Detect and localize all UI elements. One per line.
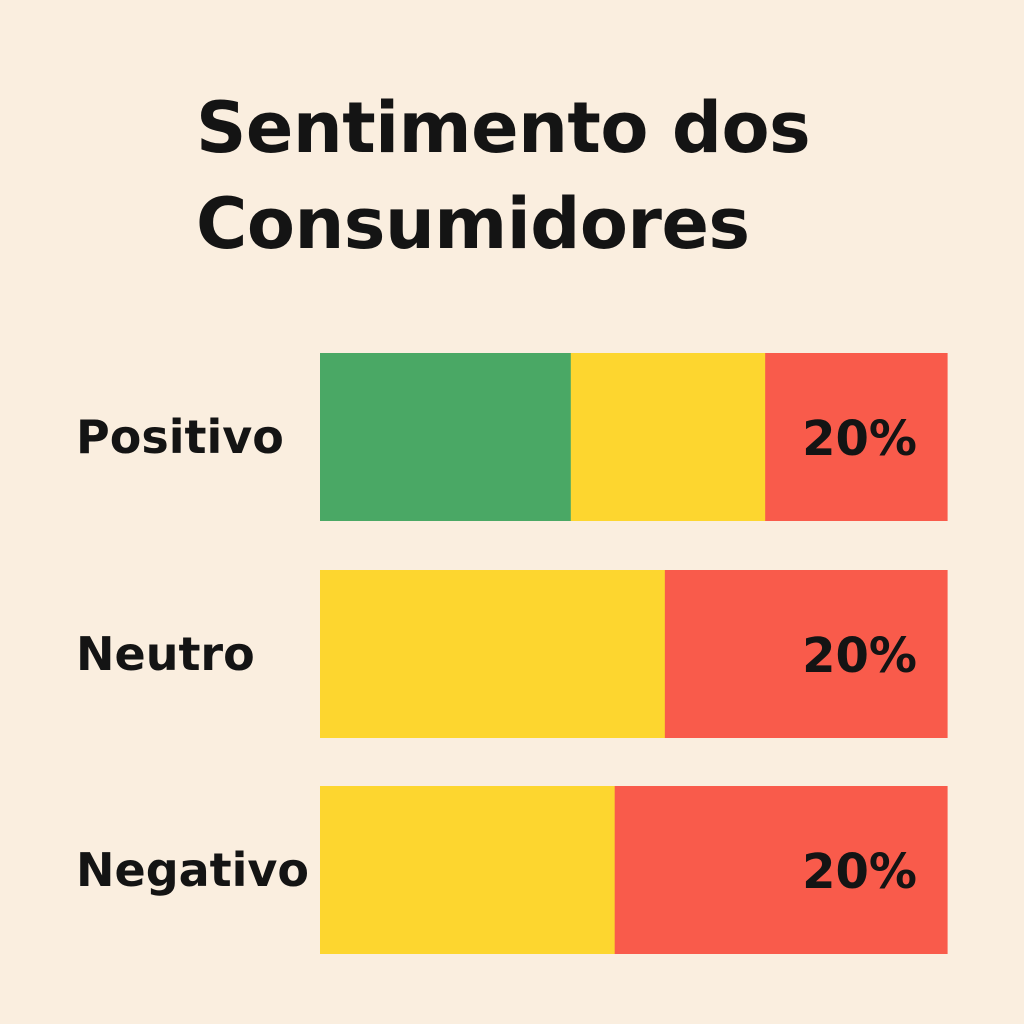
- data-label-neutro: 20%: [802, 628, 917, 684]
- bar-segment-positivo-3: [765, 353, 948, 521]
- chart-title: Sentimento dos Consumidores: [196, 87, 811, 265]
- category-label-negativo: Negativo: [76, 843, 309, 897]
- bar-segment-negativo-2: [320, 786, 616, 954]
- bar-segment-neutro-2: [320, 570, 666, 738]
- bar-segment-positivo-1: [320, 353, 572, 521]
- category-label-positivo: Positivo: [76, 410, 284, 464]
- bar-segment-neutro-3: [664, 570, 948, 738]
- bar-segment-negativo-3: [614, 786, 948, 954]
- bar-segment-positivo-2: [570, 353, 766, 521]
- data-label-positivo: 20%: [802, 411, 917, 467]
- data-label-negativo: 20%: [802, 844, 917, 900]
- category-label-neutro: Neutro: [76, 627, 255, 681]
